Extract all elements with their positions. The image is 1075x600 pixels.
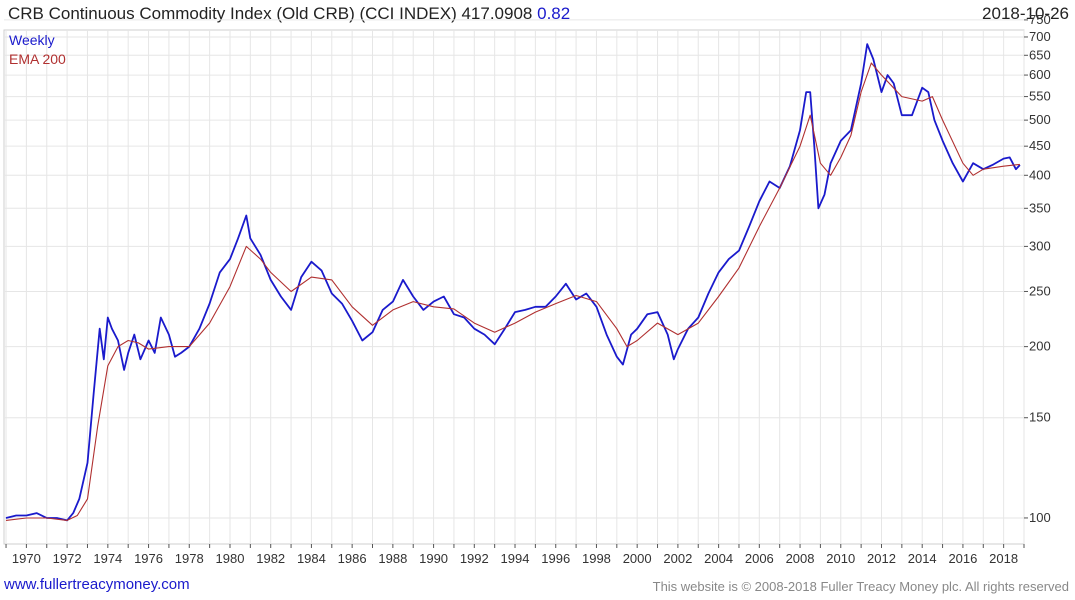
x-tick-label: 2018 bbox=[989, 551, 1018, 566]
x-axis: 1970 1972 1974 1976 1978 1980 1982 1984 1986 1988… bbox=[5, 544, 1025, 566]
x-tick-label: 2016 bbox=[948, 551, 977, 566]
legend-weekly: Weekly bbox=[9, 32, 55, 48]
grid bbox=[4, 19, 1025, 544]
chart-title: CRB Continuous Commodity Index (Old CRB)… bbox=[8, 4, 570, 24]
x-tick-label: 1988 bbox=[378, 551, 407, 566]
change-value: 0.82 bbox=[537, 4, 571, 23]
x-tick-label: 1994 bbox=[501, 551, 530, 566]
y-tick-label: 550 bbox=[1029, 89, 1051, 104]
x-tick-label: 1992 bbox=[460, 551, 489, 566]
plot-frame bbox=[3, 29, 1025, 545]
x-tick-label: 2002 bbox=[663, 551, 692, 566]
x-tick-label: 1974 bbox=[93, 551, 122, 566]
x-tick-label: 1982 bbox=[256, 551, 285, 566]
x-tick-label: 2008 bbox=[786, 551, 815, 566]
y-tick-label: 150 bbox=[1029, 410, 1051, 425]
x-tick-label: 1970 bbox=[12, 551, 41, 566]
y-tick-label: 450 bbox=[1029, 138, 1051, 153]
x-tick-label: 2014 bbox=[908, 551, 937, 566]
y-tick-label: 750 bbox=[1029, 12, 1051, 27]
site-link[interactable]: www.fullertreacymoney.com bbox=[4, 576, 190, 593]
y-tick-label: 300 bbox=[1029, 238, 1051, 253]
series-layer bbox=[5, 43, 1021, 522]
x-tick-label: 2006 bbox=[745, 551, 774, 566]
y-tick-label: 350 bbox=[1029, 200, 1051, 215]
x-tick-label: 1976 bbox=[134, 551, 163, 566]
x-tick-label: 1984 bbox=[297, 551, 326, 566]
y-axis: 100 150 200 250 300 350 400 450 500 550 600 650 700 7… bbox=[1024, 12, 1051, 525]
y-tick-label: 400 bbox=[1029, 167, 1051, 182]
y-tick-label: 200 bbox=[1029, 339, 1051, 354]
y-tick-label: 250 bbox=[1029, 283, 1051, 298]
series-ema-200 bbox=[5, 62, 1020, 521]
series-weekly bbox=[5, 43, 1021, 522]
y-tick-label: 700 bbox=[1029, 29, 1051, 44]
x-tick-label: 2012 bbox=[867, 551, 896, 566]
y-tick-label: 650 bbox=[1029, 47, 1051, 62]
x-tick-label: 1986 bbox=[338, 551, 367, 566]
x-tick-label: 1996 bbox=[541, 551, 570, 566]
legend-ema: EMA 200 bbox=[9, 51, 66, 67]
x-tick-label: 2004 bbox=[704, 551, 733, 566]
x-tick-label: 1972 bbox=[53, 551, 82, 566]
y-tick-label: 600 bbox=[1029, 67, 1051, 82]
copyright-text: This website is © 2008-2018 Fuller Treac… bbox=[652, 579, 1069, 594]
x-tick-label: 1980 bbox=[216, 551, 245, 566]
y-tick-label: 100 bbox=[1029, 510, 1051, 525]
x-tick-label: 1998 bbox=[582, 551, 611, 566]
x-tick-label: 1990 bbox=[419, 551, 448, 566]
x-tick-label: 2000 bbox=[623, 551, 652, 566]
x-tick-label: 1978 bbox=[175, 551, 204, 566]
title-text: CRB Continuous Commodity Index (Old CRB)… bbox=[8, 4, 533, 23]
x-tick-label: 2010 bbox=[826, 551, 855, 566]
chart-date: 2018-10-26 bbox=[982, 4, 1069, 23]
y-tick-label: 500 bbox=[1029, 112, 1051, 127]
